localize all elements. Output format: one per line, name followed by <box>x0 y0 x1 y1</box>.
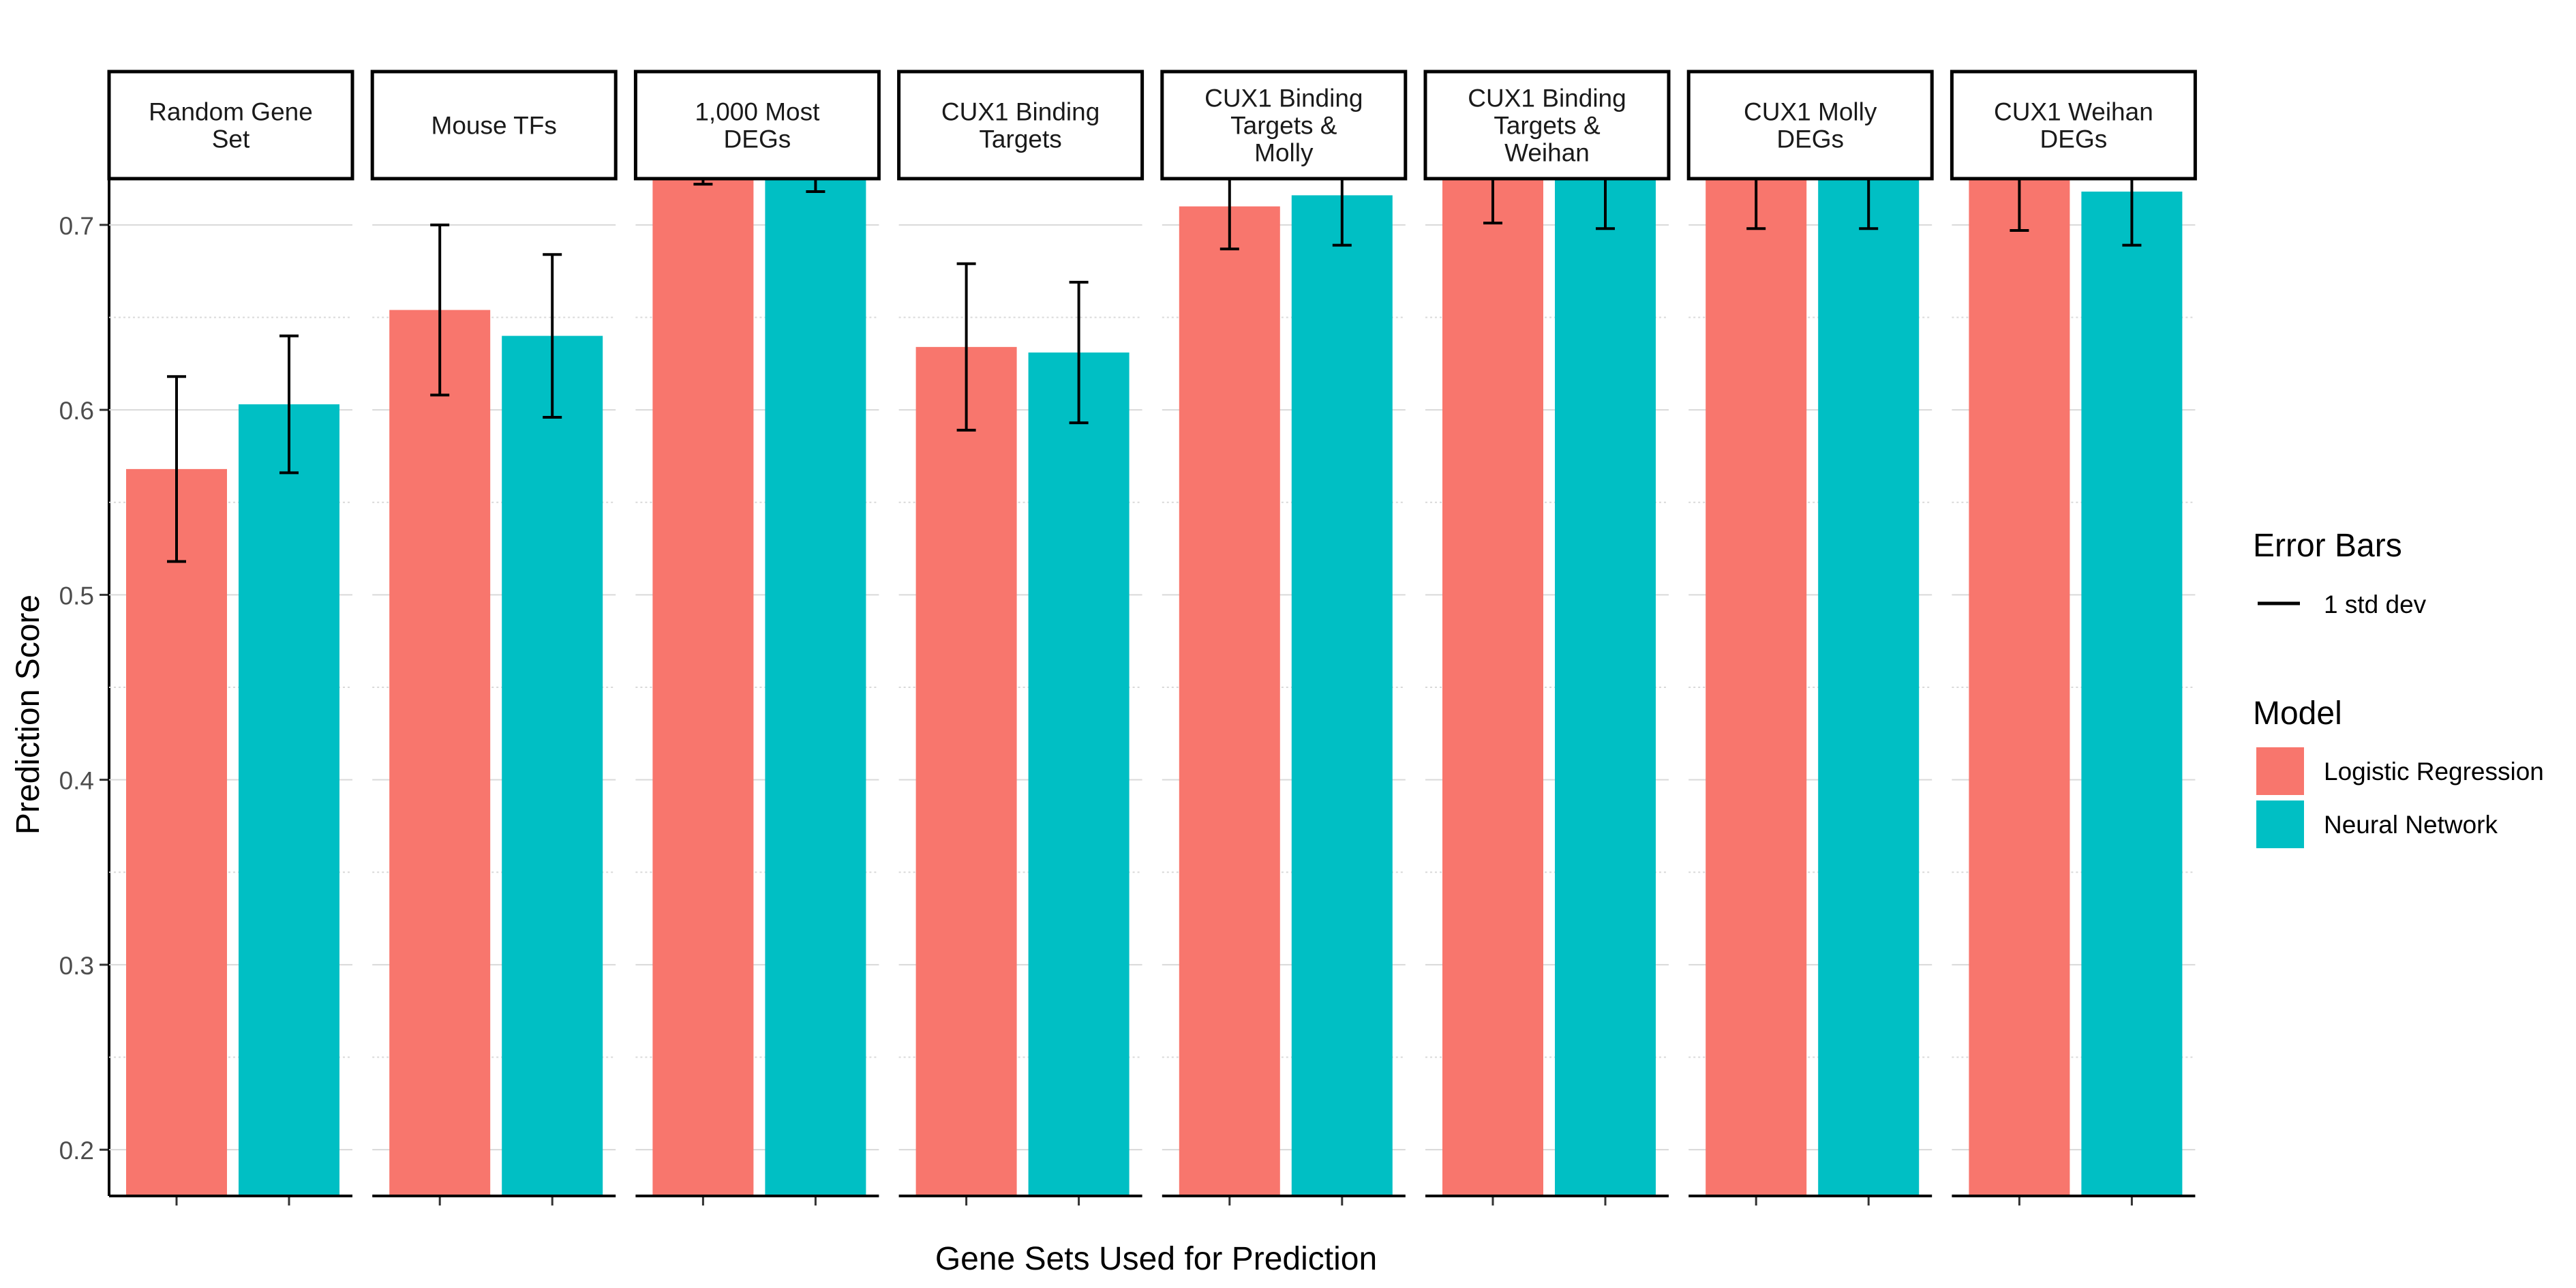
bar-logistic-regression <box>1442 179 1543 1196</box>
y-axis-title: Prediction Score <box>10 595 46 835</box>
bar-neural-network <box>502 335 603 1196</box>
bar-logistic-regression <box>915 346 1017 1196</box>
error-bar <box>1483 179 1502 225</box>
bar-logistic-regression <box>389 310 491 1196</box>
legend-key-logistic-regression <box>2256 747 2304 795</box>
error-bar <box>1746 179 1766 230</box>
legend-label-neural-network: Neural Network <box>2324 811 2498 839</box>
bar-neural-network <box>765 179 866 1196</box>
error-bar <box>806 179 825 193</box>
bar-logistic-regression <box>652 179 754 1196</box>
y-tick-label: 0.4 <box>59 767 94 795</box>
error-bar <box>1596 179 1615 230</box>
bars <box>126 179 2183 1196</box>
facet-label: CUX1 Binding <box>1468 85 1626 113</box>
error-bar <box>2010 179 2029 232</box>
legend-error-title: Error Bars <box>2253 528 2402 564</box>
facet-label: DEGs <box>724 125 791 153</box>
bar-neural-network <box>239 404 339 1196</box>
legend: Error Bars 1 std dev Model Logistic Regr… <box>2253 528 2544 848</box>
facet-label: 1,000 Most <box>695 98 820 126</box>
y-tick-label: 0.6 <box>59 397 94 425</box>
facet-strip: Mouse TFs <box>370 70 618 181</box>
bar-neural-network <box>2081 191 2183 1196</box>
error-bar <box>430 223 450 397</box>
facet-label: Mouse TFs <box>431 112 557 140</box>
y-tick-label: 0.5 <box>59 582 94 610</box>
bar-neural-network <box>1028 352 1130 1196</box>
facet-label: CUX1 Binding <box>941 98 1100 126</box>
facet-label: CUX1 Molly <box>1744 98 1877 126</box>
bar-neural-network <box>1818 179 1920 1196</box>
facet-label: Random Gene <box>149 98 313 126</box>
y-tick-label: 0.2 <box>59 1137 94 1165</box>
facet-label: Weihan <box>1504 139 1590 167</box>
facet-label: Targets & <box>1494 112 1601 140</box>
legend-error-label: 1 std dev <box>2324 590 2427 618</box>
error-bar <box>1069 280 1089 425</box>
facet-label: CUX1 Binding <box>1204 85 1363 113</box>
facet-label: DEGs <box>2040 125 2108 153</box>
error-bar <box>1859 179 1879 230</box>
bar-logistic-regression <box>1179 206 1280 1196</box>
error-bar <box>2122 179 2142 247</box>
facet-label: Targets <box>979 125 1061 153</box>
bar-neural-network <box>1555 179 1656 1196</box>
facet-label: CUX1 Weihan <box>1994 98 2153 126</box>
facet-label: Targets & <box>1230 112 1337 140</box>
facet-label: Molly <box>1254 139 1314 167</box>
x-axis-title: Gene Sets Used for Prediction <box>935 1241 1377 1277</box>
y-tick-label: 0.7 <box>59 212 94 240</box>
error-bar <box>543 253 562 419</box>
bar-logistic-regression <box>1706 179 1807 1196</box>
bar-logistic-regression <box>126 468 227 1196</box>
error-bar <box>1332 179 1352 247</box>
bar-neural-network <box>1291 195 1393 1196</box>
legend-label-logistic-regression: Logistic Regression <box>2324 758 2544 785</box>
legend-model-title: Model <box>2253 695 2342 732</box>
facet-label: DEGs <box>1776 125 1844 153</box>
facet-label: Set <box>212 125 250 153</box>
error-bar <box>279 334 299 475</box>
panel-axes <box>109 1195 2196 1205</box>
legend-key-neural-network <box>2256 800 2304 848</box>
y-tick-label: 0.3 <box>59 952 94 980</box>
error-bar <box>956 262 976 432</box>
error-bar <box>167 375 186 563</box>
y-axis: 0.2 0.3 0.4 0.5 0.6 0.7 <box>59 179 110 1196</box>
error-bars <box>167 179 2142 563</box>
bar-logistic-regression <box>1969 179 2070 1196</box>
error-bar <box>1219 179 1239 251</box>
